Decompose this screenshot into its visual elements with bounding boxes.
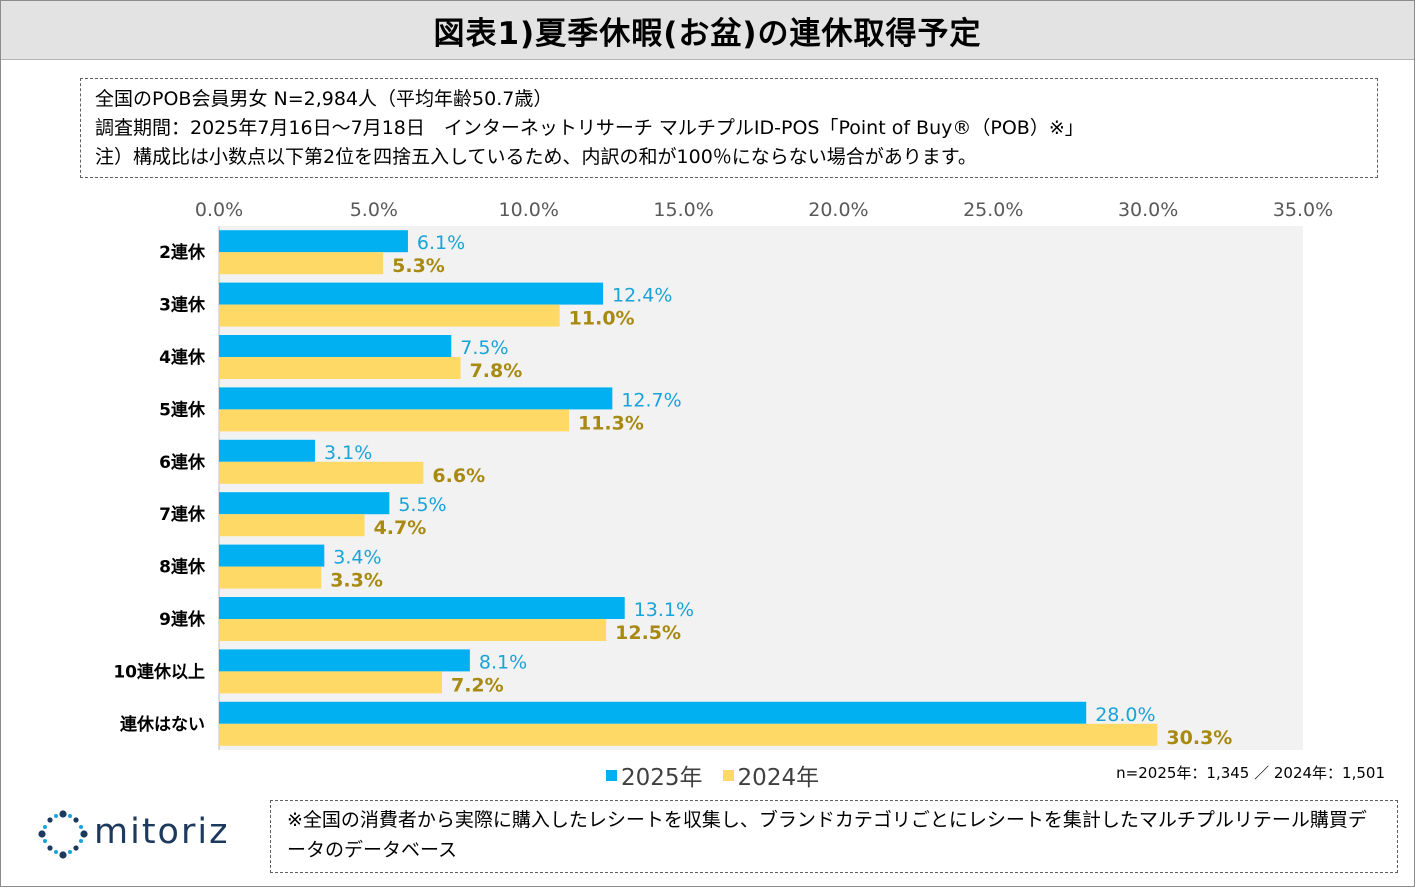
survey-info-line: 注）構成比は小数点以下第2位を四捨五入しているため、内訳の和が100％にならない… xyxy=(95,146,977,168)
category-label: 7連休 xyxy=(159,504,206,525)
legend-item-2024: 2024年 xyxy=(722,758,820,792)
survey-info-box: 全国のPOB会員男女 N=2,984人（平均年齢50.7歳） 調査期間：2025… xyxy=(80,78,1378,178)
bar-2024 xyxy=(219,409,569,432)
category-label: 8連休 xyxy=(159,557,206,578)
legend-swatch-2025 xyxy=(606,769,617,781)
legend-item-2025: 2025年 xyxy=(606,758,703,792)
bar-2025 xyxy=(219,230,408,253)
bar-2024 xyxy=(219,619,607,641)
category-label: 9連休 xyxy=(159,609,206,630)
data-label-2024: 11.3% xyxy=(578,412,644,434)
data-label-2025: 12.7% xyxy=(621,389,681,411)
x-tick-label: 0.0% xyxy=(195,199,243,221)
x-tick-label: 5.0% xyxy=(350,199,398,221)
category-label: 10連休以上 xyxy=(113,661,205,682)
data-label-2025: 6.1% xyxy=(417,232,465,254)
bar-2024 xyxy=(219,566,322,589)
bar-2024 xyxy=(219,304,560,327)
survey-info-line: 調査期間：2025年7月16日～7月18日 インターネットリサーチ マルチプルI… xyxy=(95,117,1084,139)
x-tick-label: 25.0% xyxy=(963,199,1023,221)
data-label-2024: 6.6% xyxy=(432,465,485,487)
survey-info-line: 全国のPOB会員男女 N=2,984人（平均年齢50.7歳） xyxy=(95,88,553,110)
bar-2025 xyxy=(219,439,316,462)
data-label-2024: 11.0% xyxy=(569,308,635,330)
mitoriz-logo-icon xyxy=(38,810,88,859)
data-label-2025: 13.1% xyxy=(634,599,694,621)
legend: 2025年 2024年 xyxy=(606,758,839,792)
data-label-2025: 7.5% xyxy=(460,337,508,359)
x-tick-label: 10.0% xyxy=(499,199,559,221)
bar-2025 xyxy=(219,701,1087,724)
bar-2024 xyxy=(219,514,365,537)
data-label-2024: 30.3% xyxy=(1166,727,1232,749)
legend-label-2025: 2025年 xyxy=(621,765,703,791)
data-label-2024: 12.5% xyxy=(615,622,681,644)
data-label-2024: 4.7% xyxy=(374,517,427,539)
bar-2025 xyxy=(219,387,613,410)
bar-2025 xyxy=(219,597,625,619)
footnote-box: ※全国の消費者から実際に購入したレシートを収集し、ブランドカテゴリごとにレシート… xyxy=(270,800,1398,873)
data-label-2024: 7.8% xyxy=(470,360,523,382)
bar-2025 xyxy=(219,544,325,567)
sample-size-note: n=2025年：1,345 ／ 2024年：1,501 xyxy=(1116,764,1385,782)
category-label: 4連休 xyxy=(159,347,206,368)
chart-title: 図表1)夏季休暇(お盆)の連休取得予定 xyxy=(1,1,1414,60)
x-tick-label: 35.0% xyxy=(1273,199,1333,221)
legend-swatch-2024 xyxy=(722,769,734,781)
x-tick-label: 30.0% xyxy=(1118,199,1178,221)
data-label-2025: 3.1% xyxy=(324,442,372,464)
data-label-2024: 5.3% xyxy=(392,255,445,277)
data-label-2025: 8.1% xyxy=(479,651,527,673)
data-label-2025: 3.4% xyxy=(333,547,381,569)
data-label-2025: 12.4% xyxy=(612,285,672,307)
x-tick-label: 20.0% xyxy=(808,199,868,221)
legend-label-2024: 2024年 xyxy=(737,765,820,791)
data-label-2024: 3.3% xyxy=(330,570,383,592)
bar-2024 xyxy=(219,461,424,484)
data-label-2025: 5.5% xyxy=(398,494,446,516)
bar-2024 xyxy=(219,723,1158,746)
bar-2024 xyxy=(219,357,461,379)
bar-2025 xyxy=(219,649,470,672)
bar-2024 xyxy=(219,671,442,694)
data-label-2025: 28.0% xyxy=(1095,704,1155,726)
category-label: 連休はない xyxy=(120,714,205,735)
category-label: 6連休 xyxy=(159,452,206,473)
logo-wordmark: mitoriz xyxy=(94,812,230,852)
bar-2024 xyxy=(219,252,384,275)
bar-2025 xyxy=(219,492,390,515)
category-label: 3連休 xyxy=(159,295,206,316)
bar-2025 xyxy=(219,282,604,305)
category-label: 2連休 xyxy=(159,242,206,263)
x-tick-label: 15.0% xyxy=(653,199,713,221)
bar-2025 xyxy=(219,335,452,357)
category-label: 5連休 xyxy=(159,399,206,420)
data-label-2024: 7.2% xyxy=(451,674,504,696)
